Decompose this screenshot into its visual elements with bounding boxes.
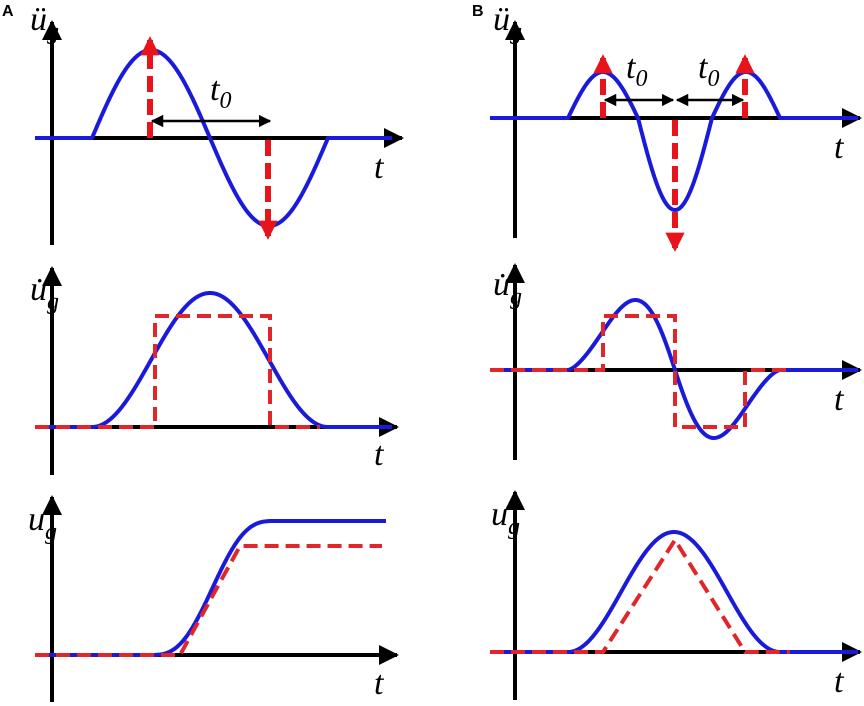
curve [35,519,386,657]
dashed-curve [35,314,320,429]
curve [490,69,858,213]
curve [490,298,858,441]
dashed-curve [490,314,790,429]
x-axis-label: t [374,665,385,702]
panel-label: B [472,3,484,20]
y-label-sub: g [510,19,522,45]
annotation-sub: 0 [707,66,719,92]
panel-label: A [2,3,14,20]
x-axis-label: t [834,663,845,700]
y-label-sub: g [45,519,57,545]
annotation: t0 [698,49,719,92]
y-axis-label: üg [30,1,59,45]
dashed-curve [490,536,790,654]
x-axis-label: t [834,129,845,166]
y-label-main: ü [493,1,510,38]
y-label-sub: g [47,289,59,315]
curve [35,47,392,229]
annotation-sub: 0 [219,88,231,114]
x-axis-label: t [374,436,385,473]
curve [490,529,858,654]
curve [35,290,392,429]
y-label-sub: g [508,514,520,540]
annotation-sub: 0 [635,66,647,92]
y-label-main: u̇ [30,271,47,308]
y-axis-label: u̇g [493,266,522,310]
y-axis-label: ug [491,496,520,540]
annotation-main: t [210,71,221,108]
y-label-main: u [491,496,508,533]
y-label-sub: g [510,284,522,310]
y-axis-label: ug [28,501,57,545]
x-axis-label: t [374,149,385,186]
x-axis-label: t [834,381,845,418]
annotation: t0 [210,71,231,114]
annotation-main: t [626,49,637,86]
y-label-main: ü [30,1,47,38]
annotation: t0 [626,49,647,92]
y-label-main: u [28,501,45,538]
y-label-sub: g [47,19,59,45]
y-axis-label: u̇g [30,271,59,315]
y-label-main: u̇ [493,266,510,303]
annotation-main: t [698,49,709,86]
y-axis-label: üg [493,1,522,45]
dashed-curve [35,544,382,657]
